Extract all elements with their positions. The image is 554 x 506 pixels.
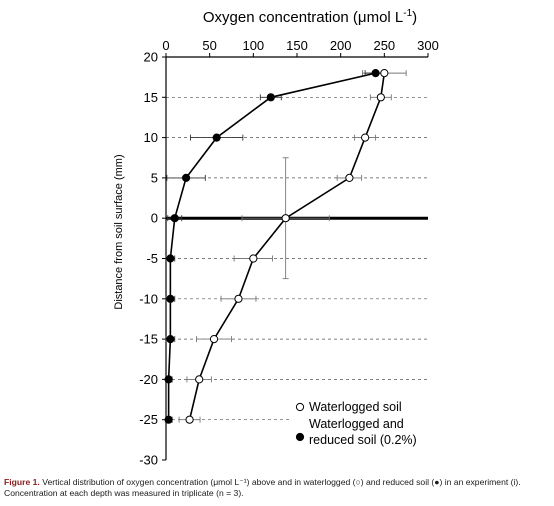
- series-line-reduced-soil: [167, 72, 376, 420]
- legend: Waterlogged soil Waterlogged and reduced…: [290, 392, 428, 456]
- x-axis-title: Oxygen concentration (μmol L-1): [203, 8, 417, 26]
- data-point-reduced-soil: [371, 69, 380, 78]
- data-point-waterlogged-soil: [376, 93, 385, 102]
- legend-marker-waterlogged: [295, 402, 305, 412]
- legend-label-waterlogged: Waterlogged soil: [309, 400, 402, 414]
- y-tick-label: 5: [151, 170, 158, 185]
- y-tick-label: 15: [144, 90, 158, 105]
- data-point-reduced-soil: [164, 415, 173, 424]
- y-tick-label: -15: [139, 332, 158, 347]
- figure-caption-label: Figure 1.: [4, 477, 40, 487]
- data-point-waterlogged-soil: [281, 214, 290, 223]
- data-point-waterlogged-soil: [209, 335, 219, 344]
- data-point-reduced-soil: [212, 133, 221, 142]
- y-axis-title: Distance from soil surface (mm): [113, 154, 125, 309]
- x-tick-label: 150: [286, 38, 308, 53]
- data-point-reduced-soil: [266, 93, 275, 102]
- legend-marker-reduced: [295, 432, 305, 442]
- data-point-waterlogged-soil: [345, 173, 354, 182]
- y-tick-label: -20: [139, 372, 158, 387]
- data-point-waterlogged-soil: [380, 69, 389, 78]
- x-tick-label: 100: [242, 38, 264, 53]
- gridlines: [166, 96, 428, 421]
- data-point-reduced-soil: [166, 294, 175, 303]
- x-tick-label: 50: [202, 38, 216, 53]
- figure-caption: Figure 1. Vertical distribution of oxyge…: [4, 477, 550, 499]
- data-point-waterlogged-soil: [234, 294, 243, 303]
- legend-label-reduced-line2: reduced soil (0.2%): [309, 433, 417, 447]
- x-tick-label: 200: [330, 38, 352, 53]
- data-point-reduced-soil: [164, 375, 173, 384]
- data-point-waterlogged-soil: [361, 133, 370, 142]
- series-lines: [167, 72, 386, 420]
- data-point-reduced-soil: [166, 254, 175, 263]
- legend-box: [290, 392, 428, 456]
- data-point-reduced-soil: [181, 173, 191, 182]
- oxygen-profile-chart: 0 50 100 150 200 250 30020151050-5-10-15-20-25…: [113, 8, 439, 468]
- x-tick-label: 300: [417, 38, 439, 53]
- figure-caption-text: Vertical distribution of oxygen concentr…: [4, 477, 521, 498]
- data-point-waterlogged-soil: [185, 415, 194, 424]
- data-point-reduced-soil: [166, 335, 175, 344]
- tick-labels: 0 50 100 150 200 250 30020151050-5-10-15-20-25…: [139, 38, 439, 468]
- y-tick-label: -10: [139, 291, 158, 306]
- x-tick-label: 0: [162, 38, 169, 53]
- y-tick-label: 20: [144, 50, 158, 65]
- data-points: [164, 69, 389, 424]
- y-tick-label: -25: [139, 412, 158, 427]
- series-line-waterlogged-soil: [188, 73, 386, 420]
- data-point-waterlogged-soil: [249, 254, 258, 263]
- y-tick-label: -5: [146, 251, 158, 266]
- x-tick-label: 250: [373, 38, 395, 53]
- y-tick-label: 0: [151, 211, 158, 226]
- legend-label-reduced-line1: Waterlogged and: [309, 417, 404, 431]
- y-tick-label: -30: [139, 453, 158, 468]
- y-tick-label: 10: [144, 130, 158, 145]
- data-point-waterlogged-soil: [195, 375, 204, 384]
- data-point-reduced-soil: [170, 214, 179, 223]
